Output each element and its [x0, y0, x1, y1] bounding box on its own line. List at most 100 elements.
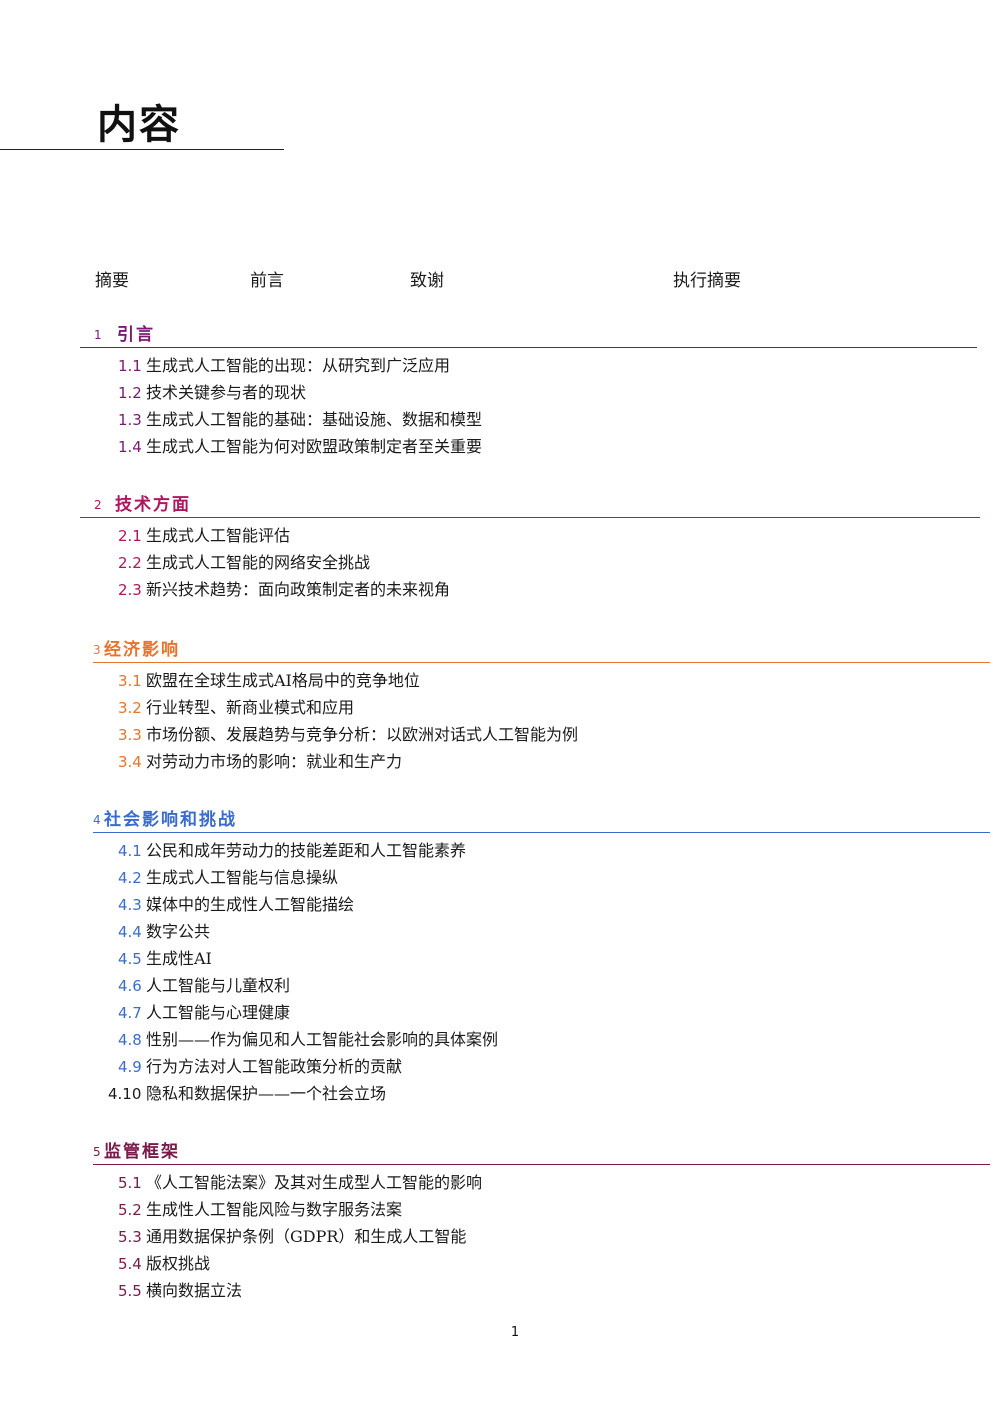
toc-entry[interactable]: 4.5 生成性AI [0, 949, 993, 976]
entry-number: 5.5 [118, 1282, 142, 1300]
entry-number: 4.8 [118, 1031, 142, 1049]
entry-title: 生成式人工智能的基础：基础设施、数据和模型 [146, 410, 483, 429]
section-rule [80, 517, 980, 518]
entry-title: 生成式人工智能的出现：从研究到广泛应用 [146, 356, 451, 375]
toc-entry[interactable]: 2.2 生成式人工智能的网络安全挑战 [0, 553, 993, 580]
toc-section-4: 4 社会影响和挑战 4.1 公民和成年劳动力的技能差距和人工智能素养 4.2 生成式人工智… [0, 807, 993, 1111]
entry-title: 欧盟在全球生成式AI格局中的竞争地位 [146, 671, 420, 690]
toc-entry[interactable]: 3.4 对劳动力市场的影响：就业和生产力 [0, 752, 993, 779]
entry-number: 4.10 [108, 1085, 142, 1103]
entry-number: 4.1 [118, 842, 142, 860]
toc-section-5: 5 监管框架 5.1 《人工智能法案》及其对生成型人工智能的影响 5.2 生成性人工智能风… [0, 1139, 993, 1308]
entry-title: 媒体中的生成性人工智能描绘 [146, 895, 355, 914]
entry-number: 3.3 [118, 726, 142, 744]
entry-title: 版权挑战 [146, 1254, 211, 1273]
section-title: 经济影响 [104, 640, 180, 660]
toc-section-1: 1 引言 1.1 生成式人工智能的出现：从研究到广泛应用 1.2 技术关键参与者的现状 1.… [0, 322, 993, 464]
entry-title: 生成性AI [146, 949, 212, 968]
toc-entry[interactable]: 5.1 《人工智能法案》及其对生成型人工智能的影响 [0, 1173, 993, 1200]
toc-entry[interactable]: 3.3 市场份额、发展趋势与竞争分析：以欧洲对话式人工智能为例 [0, 725, 993, 752]
entry-number: 3.4 [118, 753, 142, 771]
entry-title: 横向数据立法 [146, 1281, 243, 1300]
entry-title: 隐私和数据保护——一个社会立场 [146, 1084, 387, 1103]
toc-entry[interactable]: 5.5 横向数据立法 [0, 1281, 993, 1308]
section-heading[interactable]: 4 社会影响和挑战 [0, 807, 993, 833]
toc-entry[interactable]: 2.3 新兴技术趋势：面向政策制定者的未来视角 [0, 580, 993, 607]
section-rule [93, 832, 990, 833]
entry-title: 通用数据保护条例（GDPR）和生成人工智能 [146, 1227, 467, 1246]
section-items: 4.1 公民和成年劳动力的技能差距和人工智能素养 4.2 生成式人工智能与信息操纵 4.… [0, 841, 993, 1111]
toc-entry[interactable]: 4.10 隐私和数据保护——一个社会立场 [0, 1084, 993, 1111]
section-number: 2 [94, 498, 102, 512]
entry-number: 4.5 [118, 950, 142, 968]
front-matter-acknowledgements[interactable]: 致谢 [410, 271, 444, 291]
entry-number: 1.4 [118, 438, 142, 456]
toc-entry[interactable]: 1.2 技术关键参与者的现状 [0, 383, 993, 410]
section-items: 3.1 欧盟在全球生成式AI格局中的竞争地位 3.2 行业转型、新商业模式和应用 3.3… [0, 671, 993, 779]
toc-entry[interactable]: 5.2 生成性人工智能风险与数字服务法案 [0, 1200, 993, 1227]
entry-number: 1.2 [118, 384, 142, 402]
entry-number: 2.2 [118, 554, 142, 572]
entry-number: 4.6 [118, 977, 142, 995]
entry-number: 3.2 [118, 699, 142, 717]
toc-entry[interactable]: 5.4 版权挑战 [0, 1254, 993, 1281]
section-heading[interactable]: 2 技术方面 [0, 492, 993, 518]
entry-title: 性别——作为偏见和人工智能社会影响的具体案例 [146, 1030, 499, 1049]
front-matter-executive-summary[interactable]: 执行摘要 [673, 271, 741, 291]
entry-title: 生成式人工智能的网络安全挑战 [146, 553, 371, 572]
entry-title: 生成性人工智能风险与数字服务法案 [146, 1200, 403, 1219]
entry-number: 5.2 [118, 1201, 142, 1219]
toc-entry[interactable]: 4.2 生成式人工智能与信息操纵 [0, 868, 993, 895]
title-divider [0, 149, 284, 150]
entry-number: 4.2 [118, 869, 142, 887]
section-heading[interactable]: 1 引言 [0, 322, 993, 348]
entry-title: 市场份额、发展趋势与竞争分析：以欧洲对话式人工智能为例 [146, 725, 579, 744]
entry-title: 数字公共 [146, 922, 211, 941]
entry-title: 生成式人工智能评估 [146, 526, 291, 545]
entry-title: 行为方法对人工智能政策分析的贡献 [146, 1057, 403, 1076]
toc-entry[interactable]: 4.1 公民和成年劳动力的技能差距和人工智能素养 [0, 841, 993, 868]
entry-number: 4.9 [118, 1058, 142, 1076]
toc-entry[interactable]: 3.1 欧盟在全球生成式AI格局中的竞争地位 [0, 671, 993, 698]
entry-title: 行业转型、新商业模式和应用 [146, 698, 355, 717]
entry-title: 人工智能与心理健康 [146, 1003, 291, 1022]
entry-number: 5.1 [118, 1174, 142, 1192]
entry-number: 1.1 [118, 357, 142, 375]
toc-section-2: 2 技术方面 2.1 生成式人工智能评估 2.2 生成式人工智能的网络安全挑战 2.3 新兴技… [0, 492, 993, 607]
entry-number: 4.7 [118, 1004, 142, 1022]
front-matter-abstract[interactable]: 摘要 [95, 271, 129, 291]
toc-entry[interactable]: 1.4 生成式人工智能为何对欧盟政策制定者至关重要 [0, 437, 993, 464]
entry-title: 新兴技术趋势：面向政策制定者的未来视角 [146, 580, 451, 599]
section-heading[interactable]: 5 监管框架 [0, 1139, 993, 1165]
toc-entry[interactable]: 2.1 生成式人工智能评估 [0, 526, 993, 553]
entry-number: 5.3 [118, 1228, 142, 1246]
section-items: 1.1 生成式人工智能的出现：从研究到广泛应用 1.2 技术关键参与者的现状 1.3 生成… [0, 356, 993, 464]
section-rule [93, 662, 990, 663]
toc-entry[interactable]: 1.3 生成式人工智能的基础：基础设施、数据和模型 [0, 410, 993, 437]
section-title: 监管框架 [104, 1142, 180, 1162]
entry-number: 1.3 [118, 411, 142, 429]
toc-entry[interactable]: 1.1 生成式人工智能的出现：从研究到广泛应用 [0, 356, 993, 383]
toc-entry[interactable]: 4.6 人工智能与儿童权利 [0, 976, 993, 1003]
toc-entry[interactable]: 3.2 行业转型、新商业模式和应用 [0, 698, 993, 725]
toc-entry[interactable]: 4.3 媒体中的生成性人工智能描绘 [0, 895, 993, 922]
front-matter-foreword[interactable]: 前言 [250, 271, 284, 291]
section-number: 3 [93, 643, 101, 657]
section-number: 1 [94, 328, 102, 342]
toc-entry[interactable]: 4.9 行为方法对人工智能政策分析的贡献 [0, 1057, 993, 1084]
entry-number: 4.4 [118, 923, 142, 941]
section-number: 4 [93, 813, 101, 827]
section-heading[interactable]: 3 经济影响 [0, 637, 993, 663]
section-rule [93, 1164, 990, 1165]
toc-entry[interactable]: 4.4 数字公共 [0, 922, 993, 949]
entry-number: 3.1 [118, 672, 142, 690]
section-title: 引言 [117, 325, 155, 345]
entry-title: 生成式人工智能为何对欧盟政策制定者至关重要 [146, 437, 483, 456]
section-title: 社会影响和挑战 [104, 810, 237, 830]
entry-title: 《人工智能法案》及其对生成型人工智能的影响 [146, 1173, 483, 1192]
toc-entry[interactable]: 4.7 人工智能与心理健康 [0, 1003, 993, 1030]
page-number: 1 [510, 1325, 520, 1340]
entry-number: 2.1 [118, 527, 142, 545]
toc-entry[interactable]: 5.3 通用数据保护条例（GDPR）和生成人工智能 [0, 1227, 993, 1254]
toc-entry[interactable]: 4.8 性别——作为偏见和人工智能社会影响的具体案例 [0, 1030, 993, 1057]
